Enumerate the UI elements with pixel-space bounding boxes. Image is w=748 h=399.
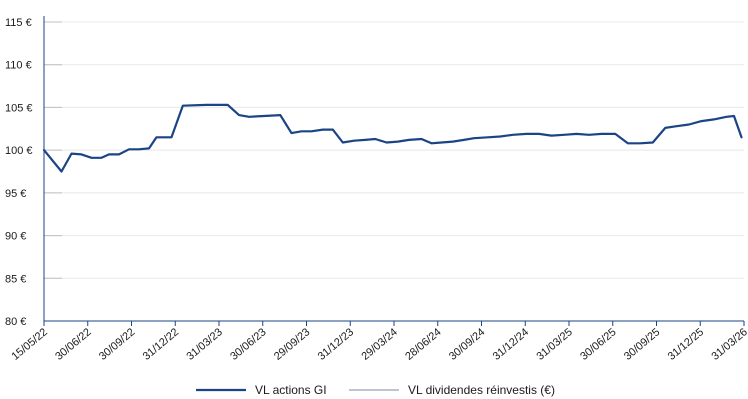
x-tick-label: 31/03/23 xyxy=(184,326,225,363)
y-tick-label: 90 € xyxy=(5,231,26,243)
legend: VL actions GI VL dividendes réinvestis (€… xyxy=(196,383,555,397)
x-tick-label: 29/03/24 xyxy=(359,326,400,363)
x-tick-label: 30/06/23 xyxy=(228,326,269,363)
y-axis: 80 € 85 € 90 € 95 € 100 € 105 € 110 € 115 € xyxy=(5,16,62,328)
x-tick-label: 30/06/22 xyxy=(53,326,94,363)
x-tick-label: 31/12/23 xyxy=(316,326,357,363)
y-tick-label: 80 € xyxy=(5,316,26,328)
x-tick-label: 15/05/22 xyxy=(9,326,50,363)
x-tick-label: 31/03/26 xyxy=(709,326,748,363)
x-tick-label: 28/06/24 xyxy=(403,326,444,363)
x-tick-label: 31/03/25 xyxy=(534,326,575,363)
x-tick-label: 31/12/22 xyxy=(141,326,182,363)
y-tick-label: 95 € xyxy=(5,188,26,200)
y-tick-label: 85 € xyxy=(5,273,26,285)
x-tick-label: 29/09/23 xyxy=(272,326,313,363)
series-line xyxy=(42,103,743,173)
y-tick-label: 110 € xyxy=(5,60,32,72)
plot-area xyxy=(42,103,743,173)
x-axis: 15/05/22 30/06/22 30/09/22 31/12/22 31/03/23… xyxy=(9,320,748,363)
x-tick-label: 30/06/25 xyxy=(578,326,619,363)
y-tick-label: 100 € xyxy=(5,145,33,157)
legend-label: VL dividendes réinvestis (€) xyxy=(408,383,555,397)
y-tick-label: 115 € xyxy=(5,17,32,29)
x-tick-label: 30/09/22 xyxy=(97,326,138,363)
x-tick-label: 30/09/25 xyxy=(622,326,663,363)
x-tick-label: 31/12/24 xyxy=(491,326,532,363)
y-tick-label: 105 € xyxy=(5,102,33,114)
x-tick-label: 30/09/24 xyxy=(447,326,488,363)
x-tick-label: 31/12/25 xyxy=(666,326,707,363)
grid-lines xyxy=(44,21,744,322)
legend-label: VL actions GI xyxy=(255,383,327,397)
